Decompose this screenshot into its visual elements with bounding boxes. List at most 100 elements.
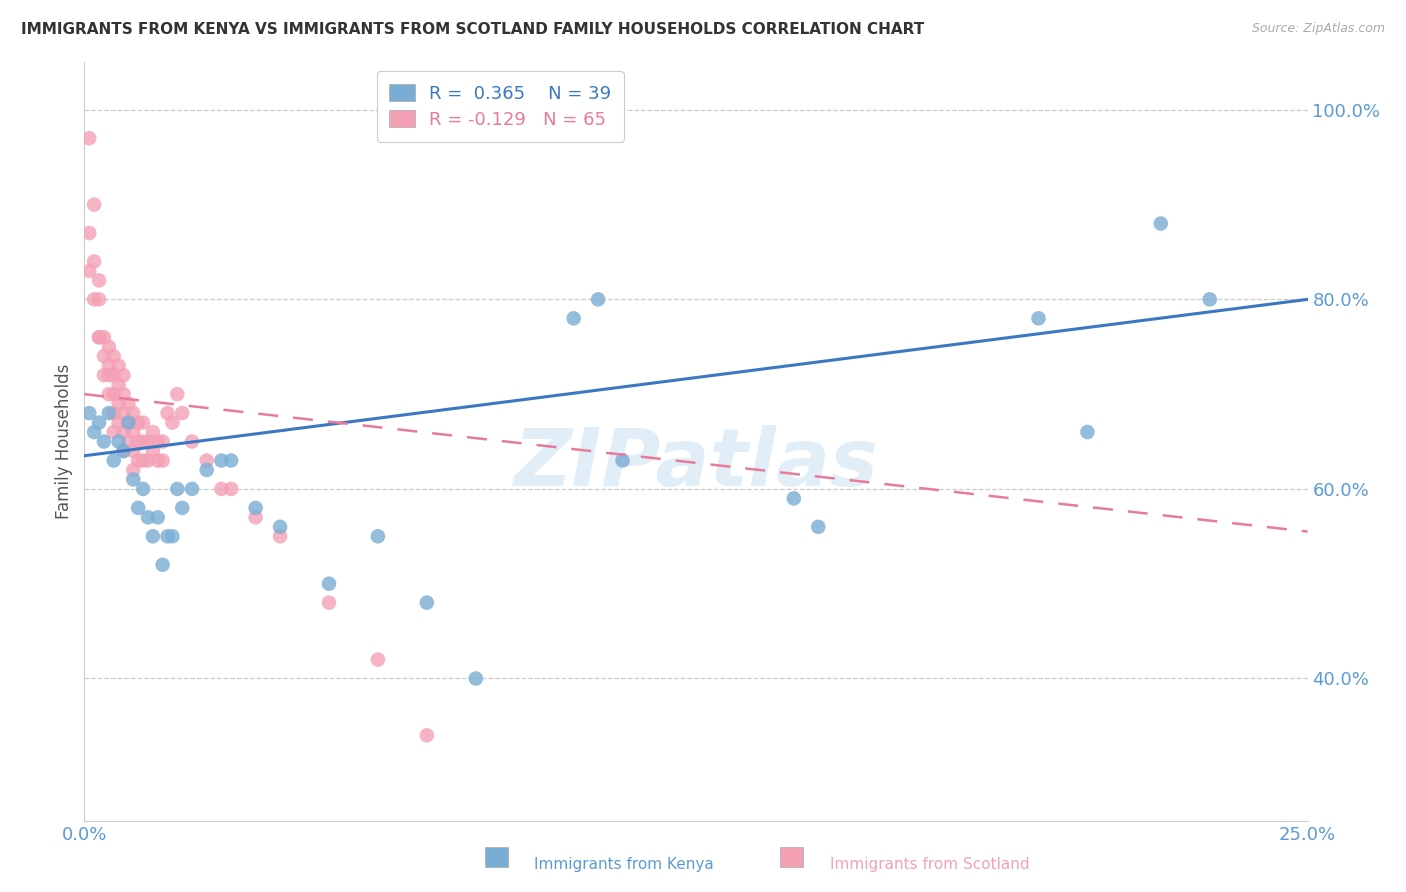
Point [146, 434, 169, 449]
Point [117, 416, 139, 430]
Point [112, 425, 135, 439]
Point [1028, 311, 1050, 326]
Point [77, 406, 100, 420]
Point [97, 406, 120, 420]
Point [146, 510, 169, 524]
Point [103, 349, 125, 363]
Bar [780, 847, 803, 867]
Point [162, 529, 184, 543]
Point [156, 529, 179, 543]
Point [807, 520, 830, 534]
Point [132, 416, 155, 430]
Point [219, 453, 242, 467]
Point [269, 529, 291, 543]
Point [172, 406, 194, 420]
Point [117, 434, 139, 449]
Point [103, 406, 125, 420]
Point [181, 482, 204, 496]
Point [209, 453, 232, 467]
Point [112, 444, 135, 458]
Point [97, 368, 120, 383]
Point [103, 368, 125, 383]
Point [152, 558, 174, 572]
Point [77, 264, 100, 278]
Point [181, 434, 204, 449]
Point [136, 434, 159, 449]
Point [562, 311, 585, 326]
Point [103, 425, 125, 439]
Point [77, 131, 100, 145]
Point [318, 596, 340, 610]
Point [1150, 217, 1173, 231]
Point [1198, 293, 1220, 307]
Point [97, 359, 120, 373]
Text: Immigrants from Scotland: Immigrants from Scotland [830, 857, 1029, 872]
Point [132, 453, 155, 467]
Point [87, 416, 110, 430]
Point [83, 425, 105, 439]
Point [93, 434, 115, 449]
Point [107, 416, 129, 430]
Point [83, 254, 105, 268]
Point [93, 330, 115, 344]
Point [97, 387, 120, 401]
Point [152, 434, 174, 449]
Point [586, 293, 609, 307]
Point [112, 444, 135, 458]
Point [152, 453, 174, 467]
Point [1076, 425, 1098, 439]
Point [195, 453, 218, 467]
Point [93, 368, 115, 383]
Point [87, 293, 110, 307]
Point [83, 197, 105, 211]
Point [142, 444, 165, 458]
Legend: R =  0.365    N = 39, R = -0.129   N = 65: R = 0.365 N = 39, R = -0.129 N = 65 [377, 71, 624, 142]
Point [162, 416, 184, 430]
Point [612, 453, 634, 467]
Point [156, 406, 179, 420]
Point [83, 293, 105, 307]
Point [117, 396, 139, 410]
Point [103, 387, 125, 401]
Point [132, 434, 155, 449]
Point [112, 406, 135, 420]
Point [117, 416, 139, 430]
Point [142, 425, 165, 439]
Point [132, 482, 155, 496]
Point [245, 510, 267, 524]
Point [103, 453, 125, 467]
Text: Immigrants from Kenya: Immigrants from Kenya [534, 857, 714, 872]
Point [269, 520, 291, 534]
Point [219, 482, 242, 496]
Point [142, 529, 165, 543]
Text: IMMIGRANTS FROM KENYA VS IMMIGRANTS FROM SCOTLAND FAMILY HOUSEHOLDS CORRELATION : IMMIGRANTS FROM KENYA VS IMMIGRANTS FROM… [21, 22, 924, 37]
Point [87, 273, 110, 287]
Point [783, 491, 806, 506]
Text: Source: ZipAtlas.com: Source: ZipAtlas.com [1251, 22, 1385, 36]
Point [318, 576, 340, 591]
Point [87, 330, 110, 344]
Point [367, 529, 389, 543]
Point [136, 510, 159, 524]
Point [112, 387, 135, 401]
Point [136, 453, 159, 467]
Point [107, 434, 129, 449]
Point [122, 463, 145, 477]
Point [122, 473, 145, 487]
Point [93, 349, 115, 363]
Point [97, 340, 120, 354]
Point [122, 444, 145, 458]
Point [127, 434, 149, 449]
Point [112, 368, 135, 383]
Point [87, 330, 110, 344]
Point [107, 377, 129, 392]
Point [146, 453, 169, 467]
Point [166, 482, 188, 496]
Point [122, 406, 145, 420]
Bar [485, 847, 508, 867]
Text: ZIPatlas: ZIPatlas [513, 425, 879, 503]
Point [209, 482, 232, 496]
Point [127, 416, 149, 430]
Point [416, 596, 439, 610]
Point [367, 652, 389, 666]
